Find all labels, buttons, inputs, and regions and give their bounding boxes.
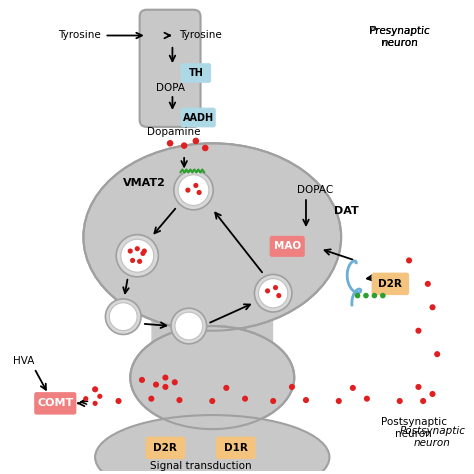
FancyBboxPatch shape bbox=[216, 437, 255, 459]
Circle shape bbox=[83, 396, 88, 401]
Text: Postsynaptic
neuron: Postsynaptic neuron bbox=[381, 417, 447, 438]
Text: Presynaptic
neuron: Presynaptic neuron bbox=[369, 26, 430, 48]
Circle shape bbox=[429, 304, 436, 310]
Circle shape bbox=[137, 259, 142, 264]
Circle shape bbox=[193, 183, 199, 188]
Text: VMAT2: VMAT2 bbox=[123, 178, 166, 188]
Ellipse shape bbox=[83, 143, 341, 331]
Circle shape bbox=[171, 308, 207, 344]
Text: MAO: MAO bbox=[273, 241, 301, 251]
Circle shape bbox=[121, 239, 154, 272]
Circle shape bbox=[242, 396, 248, 401]
Ellipse shape bbox=[95, 415, 329, 474]
Circle shape bbox=[92, 401, 98, 406]
Circle shape bbox=[176, 397, 182, 403]
Ellipse shape bbox=[130, 326, 294, 429]
Circle shape bbox=[163, 374, 168, 381]
Circle shape bbox=[397, 398, 403, 404]
Circle shape bbox=[255, 274, 292, 312]
Circle shape bbox=[69, 393, 75, 400]
Text: Postsynaptic
neuron: Postsynaptic neuron bbox=[400, 426, 465, 448]
Circle shape bbox=[406, 257, 412, 264]
Circle shape bbox=[178, 175, 209, 206]
Text: AADH: AADH bbox=[182, 112, 214, 122]
Circle shape bbox=[202, 145, 209, 151]
Text: D2R: D2R bbox=[378, 279, 402, 289]
Circle shape bbox=[167, 140, 173, 146]
Circle shape bbox=[429, 391, 436, 397]
Text: TH: TH bbox=[189, 68, 203, 78]
FancyBboxPatch shape bbox=[270, 236, 305, 257]
FancyBboxPatch shape bbox=[146, 437, 185, 459]
Circle shape bbox=[336, 398, 342, 404]
Text: DAT: DAT bbox=[334, 206, 359, 216]
Circle shape bbox=[148, 396, 155, 401]
Circle shape bbox=[223, 385, 229, 391]
Circle shape bbox=[97, 394, 102, 399]
Text: D2R: D2R bbox=[154, 443, 177, 453]
Circle shape bbox=[364, 396, 370, 401]
Circle shape bbox=[130, 258, 135, 263]
Circle shape bbox=[415, 384, 421, 390]
Text: Signal transduction: Signal transduction bbox=[150, 461, 251, 471]
Text: D1R: D1R bbox=[224, 443, 247, 453]
Text: COMT: COMT bbox=[37, 398, 73, 409]
Circle shape bbox=[355, 293, 360, 299]
Circle shape bbox=[209, 398, 215, 404]
Circle shape bbox=[109, 303, 137, 330]
Circle shape bbox=[434, 351, 440, 357]
Circle shape bbox=[142, 248, 147, 254]
Circle shape bbox=[181, 142, 187, 149]
Circle shape bbox=[303, 397, 309, 403]
Circle shape bbox=[420, 398, 426, 404]
Circle shape bbox=[116, 398, 122, 404]
Circle shape bbox=[276, 293, 282, 298]
Text: Tyrosine: Tyrosine bbox=[58, 30, 100, 40]
Circle shape bbox=[289, 384, 295, 390]
Circle shape bbox=[197, 190, 202, 195]
Circle shape bbox=[350, 385, 356, 391]
Circle shape bbox=[265, 288, 270, 293]
Circle shape bbox=[140, 251, 146, 256]
FancyBboxPatch shape bbox=[181, 108, 216, 128]
Text: Dopamine: Dopamine bbox=[146, 127, 200, 137]
Text: DOPAC: DOPAC bbox=[297, 185, 333, 195]
Circle shape bbox=[270, 398, 276, 404]
Circle shape bbox=[425, 281, 431, 287]
Circle shape bbox=[116, 235, 158, 277]
Circle shape bbox=[105, 299, 141, 335]
Circle shape bbox=[192, 137, 199, 144]
Text: DOPA: DOPA bbox=[156, 83, 185, 93]
Circle shape bbox=[175, 312, 203, 340]
Text: Tyrosine: Tyrosine bbox=[180, 30, 222, 40]
Circle shape bbox=[128, 248, 133, 254]
Circle shape bbox=[172, 379, 178, 385]
FancyBboxPatch shape bbox=[34, 392, 76, 415]
FancyBboxPatch shape bbox=[181, 63, 211, 83]
Circle shape bbox=[139, 377, 145, 383]
Circle shape bbox=[273, 285, 278, 290]
Circle shape bbox=[174, 171, 213, 210]
Circle shape bbox=[363, 293, 369, 299]
Circle shape bbox=[135, 246, 140, 251]
Circle shape bbox=[153, 382, 159, 388]
Circle shape bbox=[372, 293, 377, 299]
Circle shape bbox=[163, 384, 168, 390]
Circle shape bbox=[415, 328, 421, 334]
Circle shape bbox=[185, 188, 191, 193]
FancyBboxPatch shape bbox=[151, 228, 273, 410]
Circle shape bbox=[258, 279, 288, 308]
Circle shape bbox=[380, 293, 386, 299]
Text: HVA: HVA bbox=[13, 356, 35, 366]
Circle shape bbox=[92, 386, 98, 392]
FancyBboxPatch shape bbox=[140, 10, 201, 127]
FancyBboxPatch shape bbox=[372, 273, 409, 295]
Text: Presynaptic
neuron: Presynaptic neuron bbox=[369, 26, 430, 48]
